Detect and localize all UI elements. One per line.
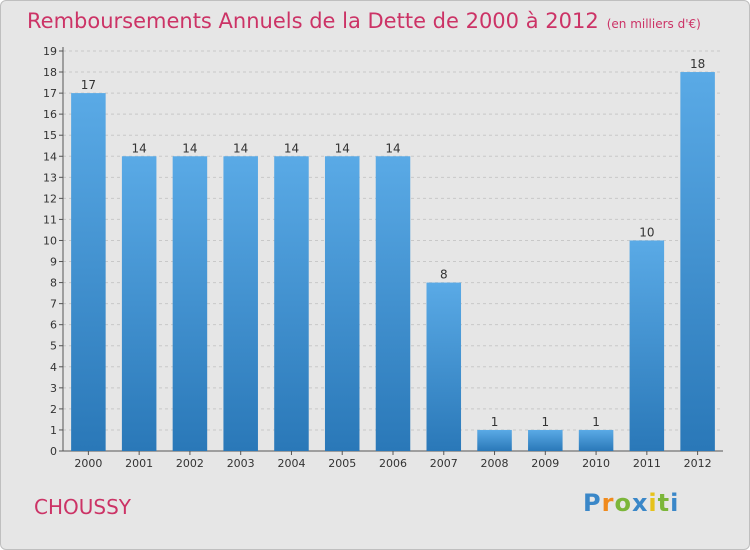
y-tick-label: 9 xyxy=(50,256,57,269)
logo-letter: x xyxy=(631,489,649,517)
data-label: 10 xyxy=(639,225,654,239)
y-tick-label: 0 xyxy=(50,445,57,458)
data-label: 1 xyxy=(491,415,499,429)
bar xyxy=(528,429,563,451)
y-tick-label: 16 xyxy=(43,108,57,121)
y-tick-label: 8 xyxy=(50,277,57,290)
data-label: 18 xyxy=(690,57,705,71)
y-tick-label: 5 xyxy=(50,340,57,353)
location-label: CHOUSSY xyxy=(34,495,131,519)
y-tick-label: 7 xyxy=(50,298,57,311)
data-label: 17 xyxy=(81,78,96,92)
y-tick-label: 14 xyxy=(43,150,57,163)
logo-letter: r xyxy=(601,489,615,517)
bar xyxy=(274,156,309,451)
x-tick-label: 2007 xyxy=(430,457,458,470)
data-label: 14 xyxy=(335,141,350,155)
y-tick-label: 13 xyxy=(43,171,57,184)
x-tick-label: 2011 xyxy=(633,457,661,470)
y-tick-label: 12 xyxy=(43,192,57,205)
data-label: 14 xyxy=(233,141,248,155)
bar xyxy=(375,156,411,451)
x-tick-label: 2000 xyxy=(74,457,102,470)
data-label: 8 xyxy=(440,268,448,282)
bar xyxy=(121,156,157,451)
logo-letter: i xyxy=(670,489,680,517)
x-tick-label: 2006 xyxy=(379,457,407,470)
x-tick-label: 2004 xyxy=(277,457,305,470)
title-text: Remboursements Annuels de la Dette de 20… xyxy=(27,9,599,33)
logo-letter: t xyxy=(657,489,671,517)
logo-letter: i xyxy=(648,489,658,517)
x-tick-label: 2002 xyxy=(176,457,204,470)
bar xyxy=(680,72,715,451)
y-tick-label: 11 xyxy=(43,213,57,226)
bar xyxy=(71,93,106,452)
bar xyxy=(578,429,614,451)
data-label: 14 xyxy=(132,141,147,155)
x-tick-label: 2001 xyxy=(125,457,153,470)
bar xyxy=(172,156,208,451)
proxiti-logo: Proxiti xyxy=(583,489,679,517)
y-tick-label: 19 xyxy=(43,45,57,58)
bar xyxy=(324,156,360,451)
bar xyxy=(223,156,258,451)
y-tick-label: 10 xyxy=(43,234,57,247)
y-tick-label: 3 xyxy=(50,382,57,395)
y-tick-label: 4 xyxy=(50,361,57,374)
bar xyxy=(477,429,512,451)
x-tick-label: 2010 xyxy=(582,457,610,470)
y-tick-label: 2 xyxy=(50,403,57,416)
data-label: 1 xyxy=(592,415,600,429)
x-tick-label: 2008 xyxy=(481,457,509,470)
x-tick-label: 2003 xyxy=(227,457,255,470)
x-tick-label: 2009 xyxy=(531,457,559,470)
chart-title: Remboursements Annuels de la Dette de 20… xyxy=(27,9,701,33)
y-tick-label: 6 xyxy=(50,319,57,332)
y-tick-label: 15 xyxy=(43,129,57,142)
y-tick-label: 1 xyxy=(50,424,57,437)
y-tick-label: 17 xyxy=(43,87,57,100)
data-label: 14 xyxy=(182,141,197,155)
x-tick-label: 2005 xyxy=(328,457,356,470)
logo-letter: P xyxy=(583,489,602,517)
data-label: 14 xyxy=(385,141,400,155)
bar xyxy=(426,282,462,451)
data-label: 1 xyxy=(541,415,549,429)
bar xyxy=(629,240,665,451)
unit-label: (en milliers d'€) xyxy=(606,17,701,31)
x-tick-label: 2012 xyxy=(684,457,712,470)
logo-letter: o xyxy=(614,489,632,517)
data-label: 14 xyxy=(284,141,299,155)
y-tick-label: 18 xyxy=(43,66,57,79)
